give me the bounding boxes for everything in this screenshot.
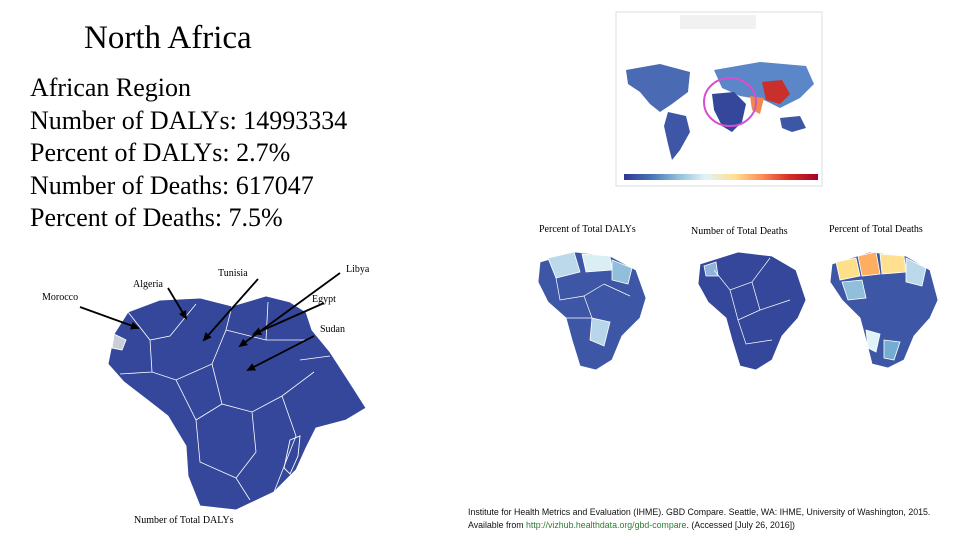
highlight-region xyxy=(111,333,127,351)
arrow-morocco xyxy=(79,306,140,330)
small-map-2-caption: Number of Total Deaths xyxy=(691,226,788,237)
small-map-1-caption: Percent of Total DALYs xyxy=(539,224,636,235)
region-stats: African Region Number of DALYs: 14993334… xyxy=(30,72,347,235)
source-citation: Institute for Health Metrics and Evaluat… xyxy=(468,506,954,532)
south-america-shape xyxy=(664,112,690,160)
africa-landmass xyxy=(107,295,367,511)
arrow-tunisia xyxy=(202,278,259,342)
small-map-dalys-percent xyxy=(537,251,647,371)
world-map-title-bar xyxy=(680,15,756,29)
label-algeria: Algeria xyxy=(133,279,163,290)
small-map-deaths-number xyxy=(697,251,807,371)
citation-text: Institute for Health Metrics and Evaluat… xyxy=(468,507,931,530)
small-map-deaths-percent xyxy=(829,251,939,369)
label-morocco: Morocco xyxy=(42,292,79,303)
label-libya: Libya xyxy=(346,264,370,275)
china-region-shape xyxy=(762,80,790,104)
label-tunisia: Tunisia xyxy=(218,268,248,279)
stat-deaths-number: Number of Deaths: 617047 xyxy=(30,170,314,200)
arrow-egypt xyxy=(252,302,325,335)
stat-deaths-percent: Percent of Deaths: 7.5% xyxy=(30,203,283,232)
stat-dalys-number: Number of DALYs: 14993334 xyxy=(30,105,348,135)
main-map-caption: Number of Total DALYs xyxy=(134,515,234,526)
stat-dalys-percent: Percent of DALYs: 2.7% xyxy=(30,138,291,167)
citation-link[interactable]: http://vizhub.healthdata.org/gbd-compare xyxy=(526,520,687,530)
arrow-algeria xyxy=(167,287,188,320)
arrow-sudan xyxy=(246,335,315,371)
india-region-shape xyxy=(750,96,764,114)
north-america-shape xyxy=(626,64,690,112)
world-map-legend-bar xyxy=(624,174,818,180)
internal-borders xyxy=(119,301,331,501)
africa-highlight-circle xyxy=(703,77,757,127)
stats-heading: African Region xyxy=(30,73,192,102)
small-map-3-caption: Percent of Total Deaths xyxy=(829,224,923,235)
australia-shape xyxy=(780,116,806,132)
citation-accessed: . (Accessed [July 26, 2016]) xyxy=(686,520,795,530)
africa-world-shape xyxy=(712,92,746,132)
label-egypt: Egypt xyxy=(312,294,336,305)
label-sudan: Sudan xyxy=(320,324,345,335)
slide-title: North Africa xyxy=(84,20,252,56)
